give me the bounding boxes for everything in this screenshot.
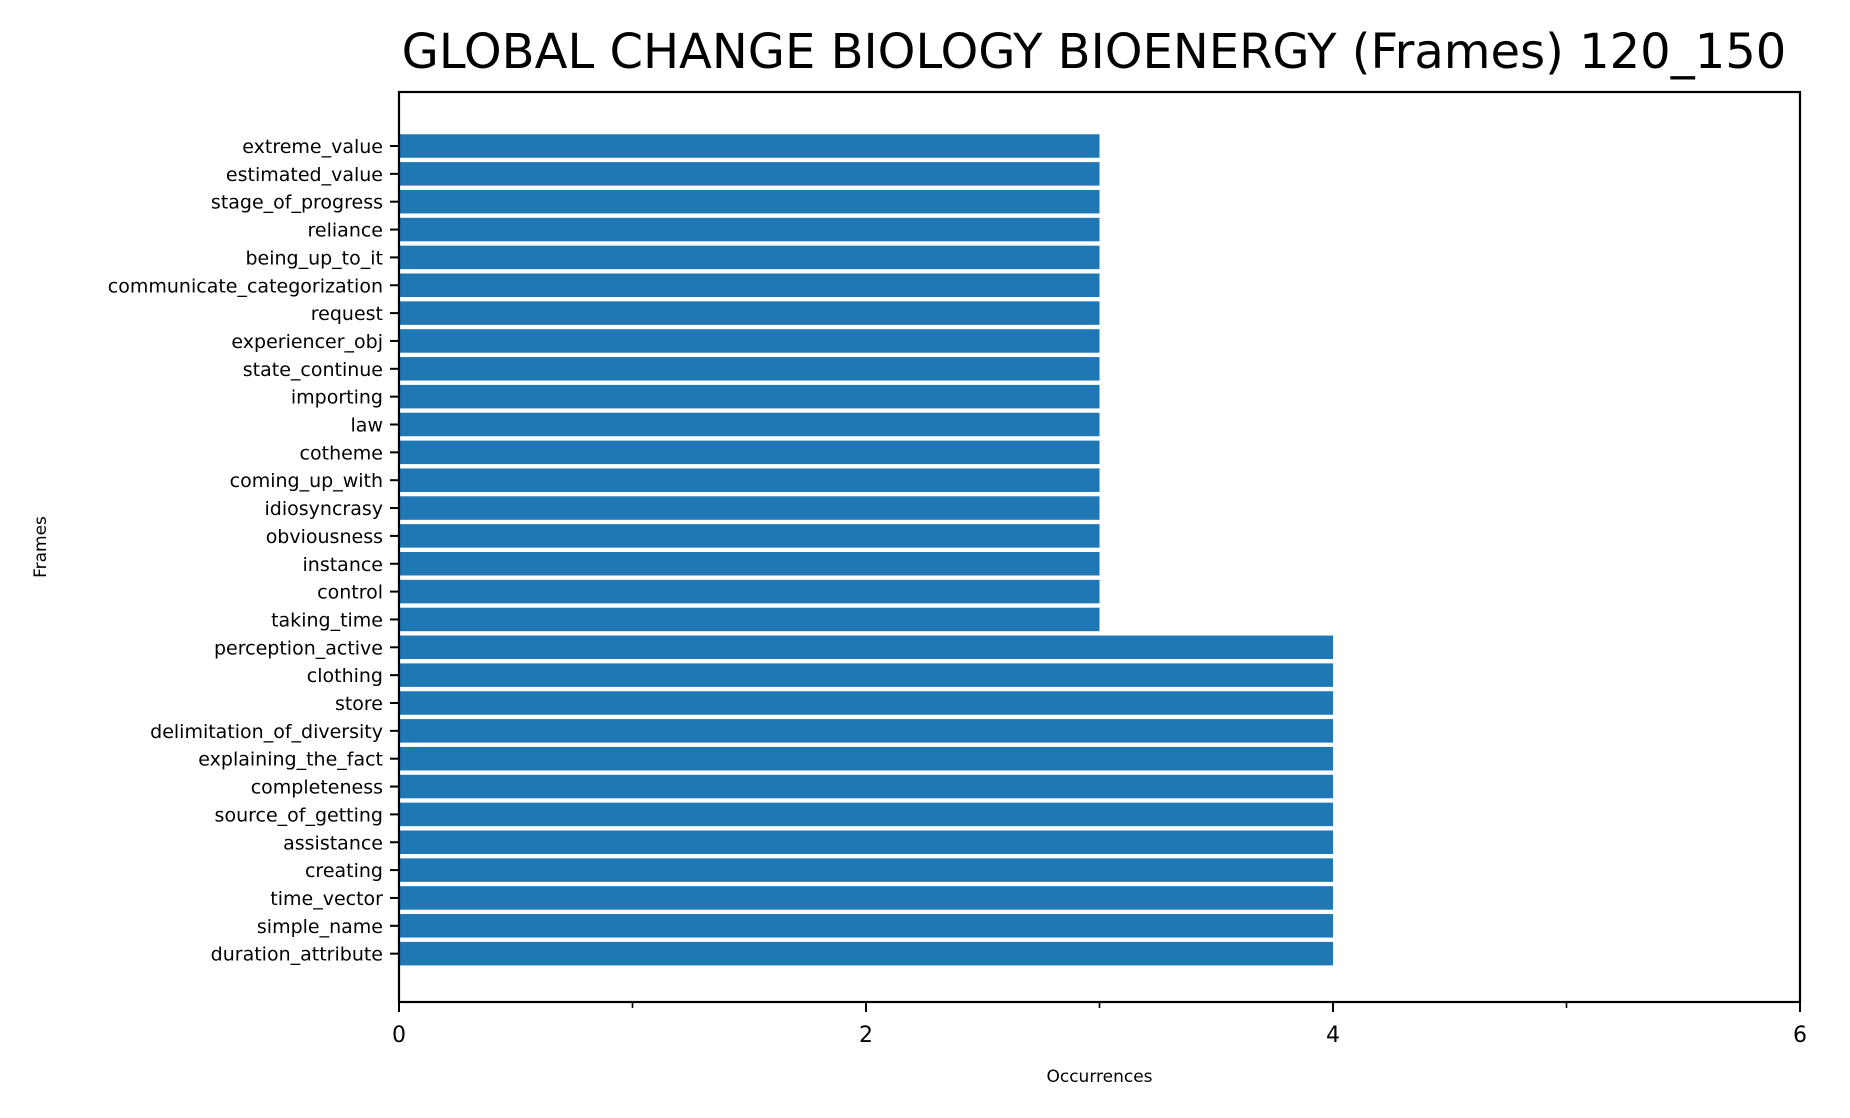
y-tick-label: experiencer_obj — [231, 331, 383, 353]
y-tick-label: request — [311, 303, 383, 325]
y-tick-label: delimitation_of_diversity — [150, 721, 383, 743]
bar-clothing — [399, 663, 1333, 687]
bars-group — [399, 134, 1333, 966]
bar-duration_attribute — [399, 941, 1333, 966]
bar-coming_up_with — [399, 468, 1100, 492]
bar-communicate_categorization — [399, 273, 1100, 297]
y-tick-label: time_vector — [270, 888, 383, 910]
y-tick-label: simple_name — [257, 916, 383, 938]
bar-reliance — [399, 217, 1100, 242]
y-tick-label: instance — [303, 554, 384, 576]
bar-source_of_getting — [399, 802, 1333, 827]
bar-perception_active — [399, 635, 1333, 660]
x-tick-label: 0 — [392, 1023, 406, 1048]
bar-importing — [399, 384, 1100, 409]
y-tick-label: duration_attribute — [211, 944, 383, 966]
bar-creating — [399, 858, 1333, 882]
bar-store — [399, 691, 1333, 715]
y-tick-label: source_of_getting — [215, 804, 383, 826]
y-tick-label: importing — [291, 387, 383, 409]
y-tick-label: explaining_the_fact — [198, 749, 383, 771]
x-axis-ticks: 0 2 4 6 — [392, 1002, 1807, 1048]
y-tick-label: communicate_categorization — [108, 275, 383, 297]
y-tick-label: law — [351, 415, 383, 437]
y-tick-label: obviousness — [266, 526, 383, 548]
bar-experiencer_obj — [399, 329, 1100, 353]
y-tick-label: taking_time — [271, 609, 383, 631]
bar-assistance — [399, 830, 1333, 854]
bar-completeness — [399, 774, 1333, 799]
y-tick-label: idiosyncrasy — [265, 498, 383, 520]
y-tick-label: control — [317, 582, 383, 604]
bar-idiosyncrasy — [399, 496, 1100, 520]
bar-control — [399, 579, 1100, 604]
y-tick-label: assistance — [283, 832, 383, 854]
y-tick-label: being_up_to_it — [245, 247, 383, 269]
y-tick-label: cotheme — [300, 442, 383, 464]
chart-title: GLOBAL CHANGE BIOLOGY BIOENERGY (Frames)… — [402, 24, 1787, 80]
y-tick-label: state_continue — [243, 359, 383, 381]
y-tick-label: store — [335, 693, 383, 715]
x-tick-label: 6 — [1793, 1023, 1807, 1048]
x-axis-label: Occurrences — [1046, 1067, 1152, 1087]
bar-time_vector — [399, 886, 1333, 910]
bar-instance — [399, 552, 1100, 576]
plot-area-frame — [397, 90, 1802, 1004]
y-tick-label: reliance — [308, 220, 383, 242]
bar-request — [399, 301, 1100, 325]
y-tick-label: completeness — [251, 777, 383, 799]
bar-explaining_the_fact — [399, 746, 1333, 771]
bar-cotheme — [399, 440, 1100, 465]
bar-state_continue — [399, 357, 1100, 381]
y-axis-label: Frames — [31, 516, 51, 578]
y-tick-label: estimated_value — [226, 164, 383, 186]
bar-simple_name — [399, 914, 1333, 938]
y-tick-label: stage_of_progress — [211, 192, 383, 214]
bar-extreme_value — [399, 134, 1100, 158]
y-tick-label: extreme_value — [242, 136, 383, 158]
bar-obviousness — [399, 524, 1100, 548]
bar-stage_of_progress — [399, 189, 1100, 214]
y-tick-label: clothing — [307, 665, 383, 687]
y-tick-label: coming_up_with — [230, 470, 383, 492]
bar-delimitation_of_diversity — [399, 719, 1333, 743]
x-tick-label: 2 — [859, 1023, 873, 1048]
bar-estimated_value — [399, 162, 1100, 186]
y-tick-label: perception_active — [214, 637, 383, 659]
bar-taking_time — [399, 607, 1100, 632]
x-tick-label: 4 — [1326, 1023, 1340, 1048]
y-axis-ticks: extreme_value estimated_value stage_of_pro… — [108, 136, 399, 966]
bar-law — [399, 412, 1100, 437]
bar-being_up_to_it — [399, 245, 1100, 270]
y-tick-label: creating — [305, 860, 383, 882]
